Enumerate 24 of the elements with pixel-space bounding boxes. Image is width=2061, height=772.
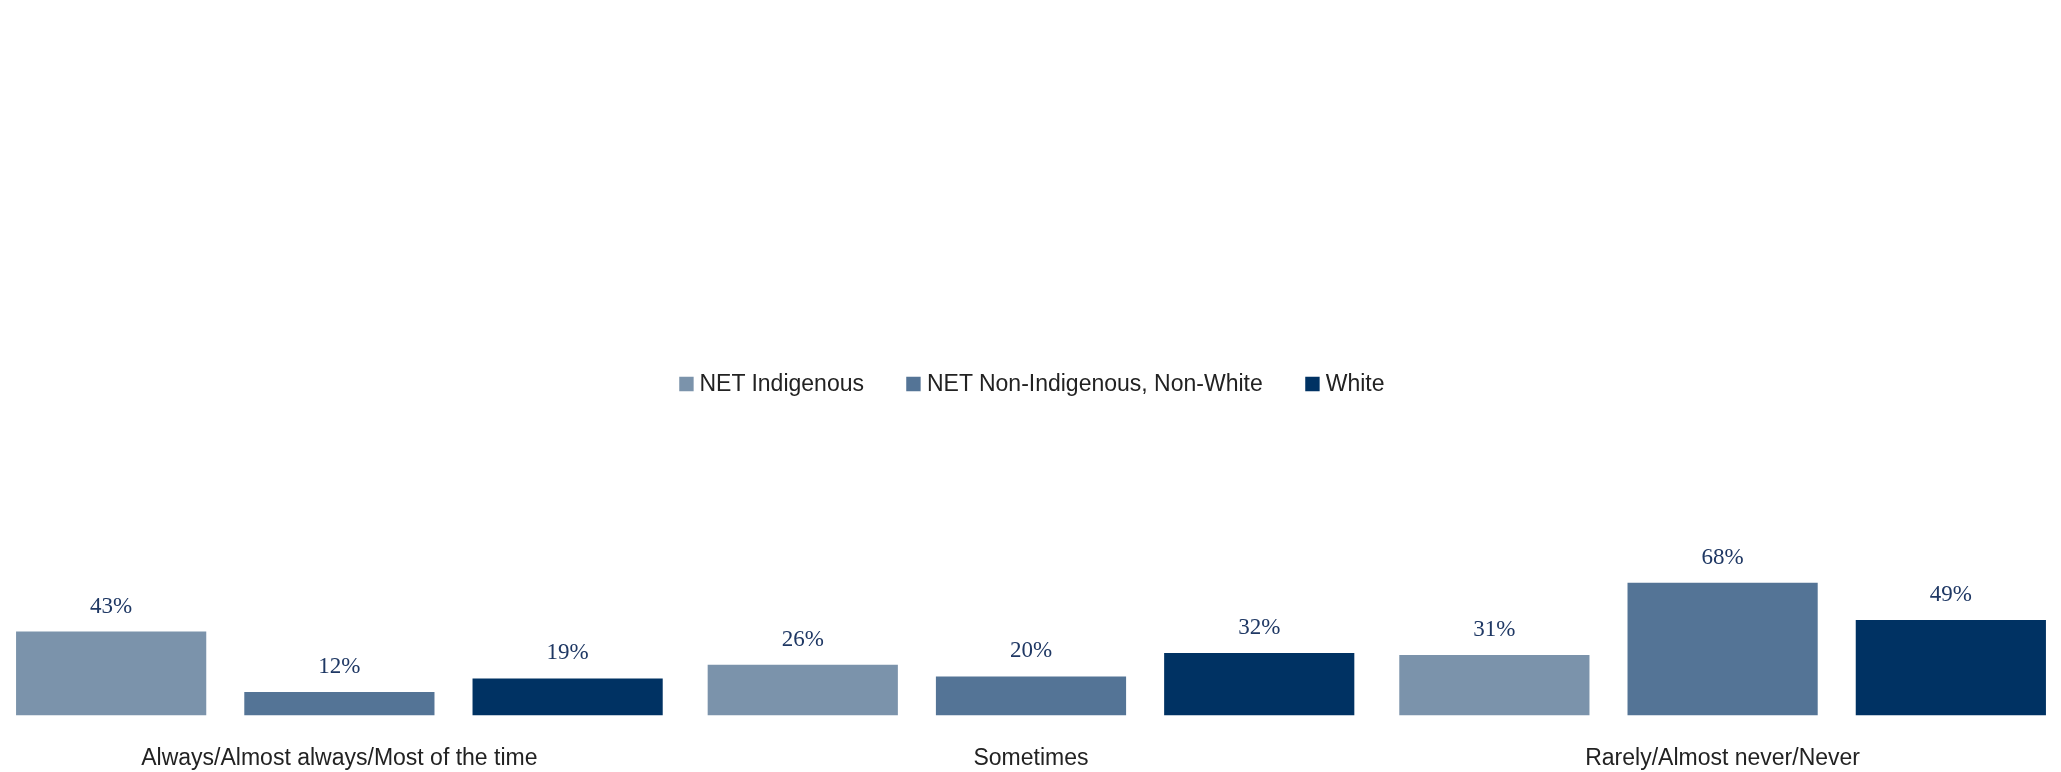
bar [1855, 619, 2046, 716]
x-tick-label: Rarely/Almost never/Never [1585, 743, 1861, 770]
bar [707, 664, 898, 716]
data-label: 68% [1701, 543, 1744, 569]
bar [472, 678, 663, 716]
data-label: 19% [546, 639, 589, 665]
data-label: 43% [90, 592, 133, 618]
bar [1164, 653, 1355, 716]
bar [244, 692, 435, 716]
data-label: 26% [781, 625, 824, 651]
bar [1399, 655, 1590, 716]
legend-label: NET Indigenous [699, 369, 864, 397]
x-tick-label: Always/Almost always/Most of the time [141, 743, 538, 770]
data-label: 12% [318, 653, 361, 679]
legend-label: White [1325, 369, 1385, 397]
bar [1627, 582, 1818, 716]
data-label: 31% [1473, 616, 1516, 642]
data-label: 20% [1009, 637, 1053, 663]
data-label: 32% [1238, 614, 1281, 640]
data-label: 49% [1929, 580, 1972, 606]
x-tick-label: Sometimes [973, 743, 1089, 770]
bar [16, 631, 207, 716]
bar [935, 676, 1127, 716]
legend-label: NET Non-Indigenous, Non-White [926, 369, 1263, 397]
